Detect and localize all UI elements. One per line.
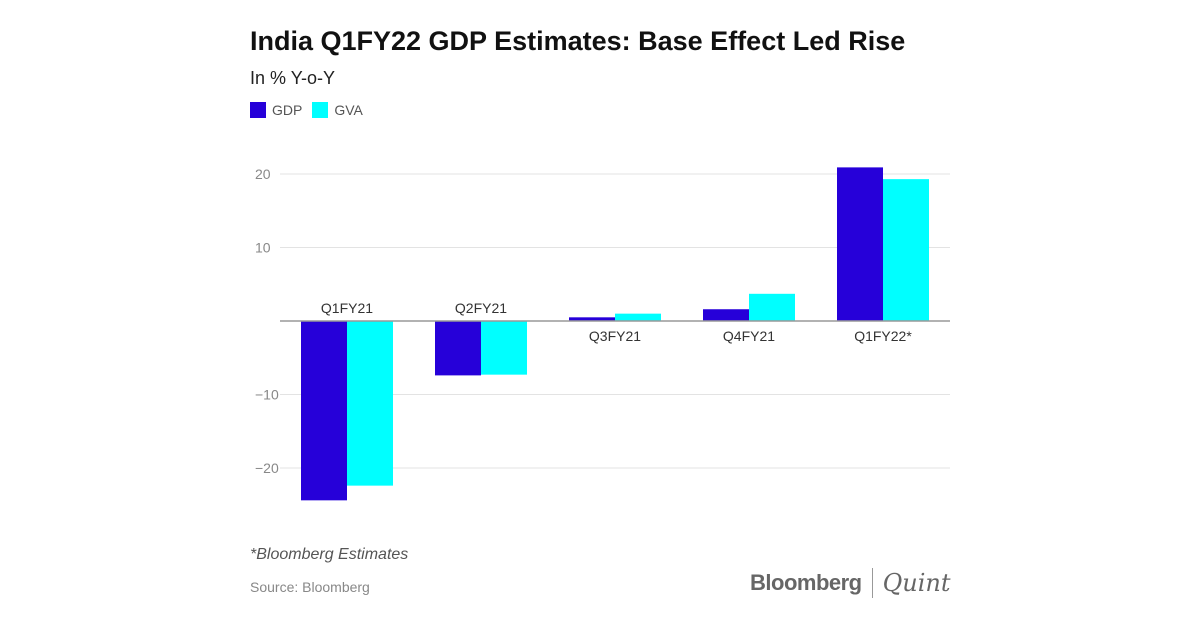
- y-tick-label: −20: [255, 460, 279, 476]
- bar-gdp: [435, 321, 481, 376]
- bar-gva: [615, 313, 661, 321]
- logo-divider: [871, 568, 873, 598]
- y-tick-label: 10: [255, 240, 271, 256]
- bar-gva: [749, 293, 795, 321]
- footnote: *Bloomberg Estimates: [250, 546, 409, 563]
- legend-label-gva: GVA: [334, 102, 363, 118]
- brand-logo: Bloomberg Quint: [750, 568, 951, 598]
- bar-gva: [883, 179, 929, 321]
- x-category-label: Q4FY21: [723, 328, 775, 344]
- bar-gdp: [837, 167, 883, 321]
- legend-swatch-gva: [312, 102, 329, 118]
- y-tick-label: 20: [255, 166, 271, 182]
- chart-subtitle: In % Y-o-Y: [250, 68, 336, 88]
- bar-gdp: [569, 317, 615, 321]
- legend-swatch-gdp: [250, 102, 266, 118]
- source-text: Source: Bloomberg: [250, 579, 370, 595]
- y-tick-label: −10: [255, 387, 279, 403]
- legend-item-gdp: GDP: [250, 102, 302, 118]
- x-category-label: Q1FY22*: [854, 328, 912, 344]
- bar-gdp: [703, 309, 749, 321]
- logo-bloomberg: Bloomberg: [750, 570, 862, 595]
- legend-label-gdp: GDP: [272, 102, 303, 118]
- bar-gva: [481, 321, 527, 375]
- x-category-label: Q2FY21: [455, 300, 507, 316]
- bar-gdp: [301, 321, 347, 501]
- chart-title: India Q1FY22 GDP Estimates: Base Effect …: [250, 26, 906, 56]
- logo-quint: Quint: [882, 569, 951, 597]
- x-category-label: Q1FY21: [321, 300, 373, 316]
- x-category-label: Q3FY21: [589, 328, 641, 344]
- legend: GDP GVA: [250, 102, 363, 118]
- legend-item-gva: GVA: [312, 102, 363, 118]
- bar-gva: [347, 321, 393, 486]
